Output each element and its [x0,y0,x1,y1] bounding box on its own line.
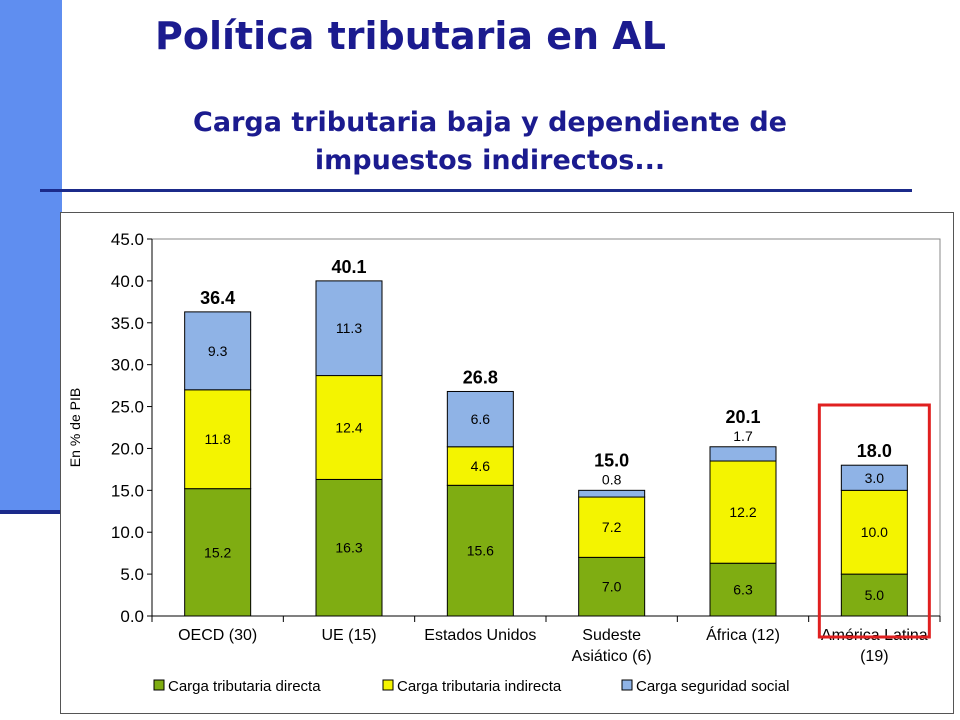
bar-total-label: 26.8 [463,367,498,387]
bar-value-label: 4.6 [471,458,491,474]
legend-swatch [382,679,394,691]
bar-segment [315,478,383,617]
bar-segment [578,489,646,498]
x-category-label: (19) [860,648,888,665]
bar-value-label: 12.4 [335,420,362,436]
bar-value-label: 1.7 [733,428,753,444]
bar-value-label: 3.0 [865,470,885,486]
y-tick-label: 30.0 [111,356,144,375]
y-tick-label: 40.0 [111,272,144,291]
y-tick-label: 20.0 [111,439,144,458]
bar-segment [184,311,252,391]
side-accent-line [0,510,62,514]
legend-label: Carga tributaria directa [168,678,321,695]
slide-title: Política tributaria en AL [155,14,666,58]
bar-segment [709,562,777,617]
slide-subtitle: Carga tributaria baja y dependiente de i… [120,104,860,180]
legend-label: Carga tributaria indirecta [397,678,562,695]
side-accent-bar [0,0,62,512]
bar-segment [184,389,252,490]
bar-value-label: 6.6 [471,411,491,427]
bar-value-label: 10.0 [861,524,888,540]
highlight-box [817,403,931,639]
x-category-label: UE (15) [321,627,376,644]
bar-segment [315,375,383,480]
chart-frame: 0.0 5.0 10.0 15.0 20.0 25.0 30.0 35.0 40.0 45.0 En… [60,212,954,714]
bar-value-label: 9.3 [208,343,228,359]
title-divider [40,189,912,192]
bar-segment [315,280,383,377]
legend-swatch [153,679,165,691]
bar-segment [840,573,908,617]
bar-total-label: 15.0 [594,450,629,470]
bar-segment [578,556,646,617]
y-tick-label: 5.0 [120,565,144,584]
y-tick-label: 35.0 [111,314,144,333]
bar-total-label: 40.1 [331,257,366,277]
bar-segment [840,464,908,491]
bar-value-label: 15.2 [204,544,231,560]
bar-total-label: 20.1 [725,407,760,427]
bar-segment [446,390,514,448]
bar-value-label: 11.8 [205,431,231,447]
x-category-label: Estados Unidos [424,627,536,644]
y-axis-label: En % de PIB [67,388,83,467]
bar-value-label: 0.8 [602,471,622,487]
bar-value-label: 6.3 [733,582,753,598]
bar-total-label: 18.0 [857,441,892,461]
bar-value-label: 12.2 [729,504,756,520]
bar-segment [446,446,514,486]
bar-segment [709,460,777,564]
y-tick-label: 0.0 [120,607,144,626]
bar-value-label: 15.6 [467,543,494,559]
bar-segment [578,496,646,558]
bar-value-label: 7.2 [602,519,622,535]
subtitle-line-1: Carga tributaria baja y dependiente de [193,107,787,138]
stacked-bar-chart: 0.0 5.0 10.0 15.0 20.0 25.0 30.0 35.0 40.0 45.0 En… [67,230,941,695]
bar-segment [709,446,777,462]
y-tick-label: 45.0 [111,230,144,249]
bar-value-label: 11.3 [336,320,362,336]
bar-total-label: 36.4 [200,288,235,308]
x-category-label: OECD (30) [178,627,257,644]
legend-label: Carga seguridad social [636,678,789,695]
x-category-label: África (12) [706,625,780,644]
plot-area [151,238,941,617]
x-category-label: Sudeste [582,627,641,644]
y-tick-label: 25.0 [111,398,144,417]
bar-segment [446,484,514,617]
y-tick-label: 10.0 [111,523,144,542]
bar-value-label: 5.0 [865,587,885,603]
y-tick-label: 15.0 [111,481,144,500]
legend-swatch [621,679,633,691]
bar-value-label: 16.3 [335,540,362,556]
x-category-label: Asiático (6) [572,648,652,665]
subtitle-line-2: impuestos indirectos... [314,145,666,176]
bar-value-label: 7.0 [602,579,622,595]
